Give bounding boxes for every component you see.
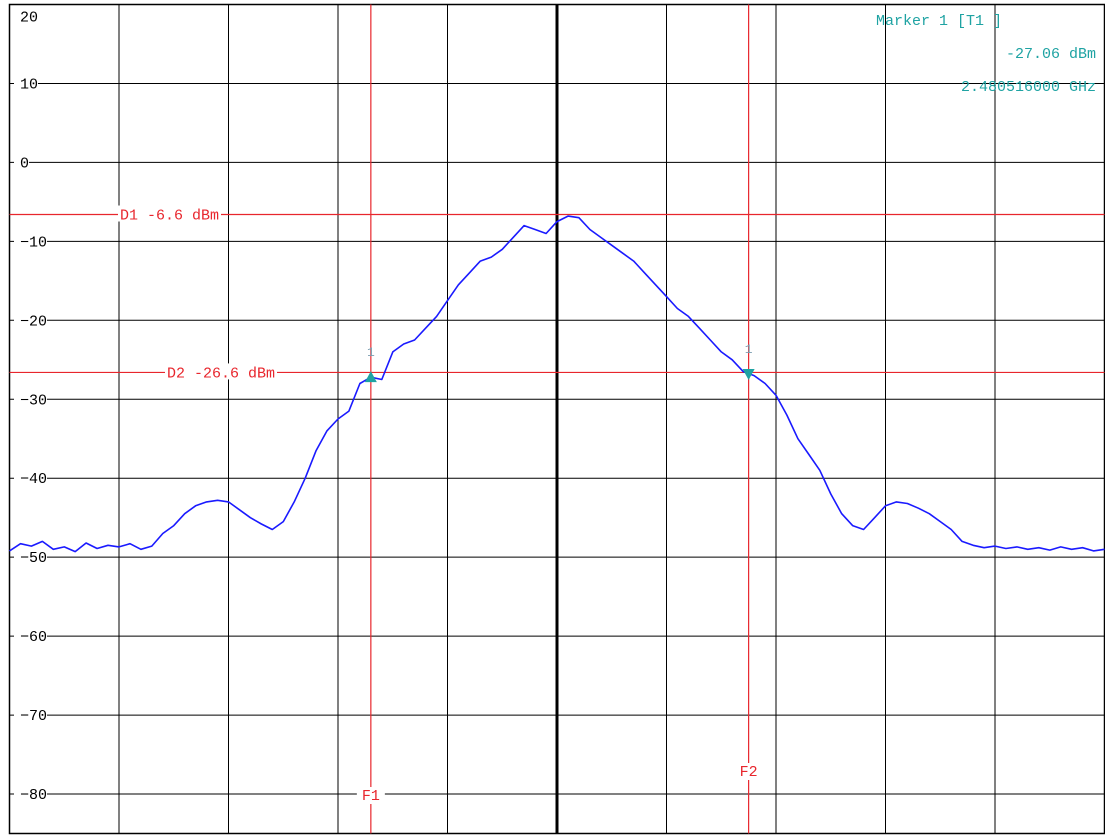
frequency-line-label-bg xyxy=(734,763,763,780)
frequency-line-label-bg xyxy=(356,787,385,804)
tick-label-bg xyxy=(14,470,47,487)
y-tick-label: −10 xyxy=(20,234,47,251)
y-tick-label: −20 xyxy=(20,313,47,330)
tick-label-bg xyxy=(14,707,47,724)
marker-info: Marker 1 [T1 ] -27.06 dBm 2.480516000 GH… xyxy=(876,13,1096,96)
y-tick-label: −80 xyxy=(20,787,47,804)
tick-label-bg xyxy=(14,233,47,250)
y-tick-label: −30 xyxy=(20,392,47,409)
marker-triangle xyxy=(742,368,755,380)
marker-info-frequency: 2.480516000 GHz xyxy=(961,79,1096,96)
frequency-line-label: F1 xyxy=(362,788,380,805)
display-line-label-bg xyxy=(118,205,221,222)
tick-label-bg xyxy=(14,549,47,566)
tick-label-bg xyxy=(14,786,47,803)
tick-label-bg xyxy=(14,628,47,645)
grid-lines xyxy=(9,4,1105,834)
marker-number: 1 xyxy=(745,342,753,357)
display-line-label-bg xyxy=(165,363,277,380)
y-tick-label: 0 xyxy=(20,155,29,172)
tick-label-bg xyxy=(14,391,47,408)
trace-series xyxy=(9,215,1105,553)
y-tick-label: 10 xyxy=(20,76,38,93)
y-tick-label: 20 xyxy=(20,10,38,27)
y-tick-label: −50 xyxy=(20,550,47,567)
frequency-line-label: F2 xyxy=(740,764,758,781)
y-tick-label: −60 xyxy=(20,629,47,646)
marker-info-level: -27.06 dBm xyxy=(1006,46,1096,63)
marker-number: 1 xyxy=(367,345,375,360)
tick-label-bg xyxy=(14,154,29,171)
marker-triangle xyxy=(364,371,377,383)
display-lines: D1 -6.6 dBm D2 -26.6 dBm xyxy=(9,205,1105,382)
display-line-label: D1 -6.6 dBm xyxy=(120,208,219,225)
display-line-label: D2 -26.6 dBm xyxy=(167,365,275,382)
y-tick-label: −40 xyxy=(20,471,47,488)
tick-label-bg xyxy=(14,75,38,92)
marker-info-title: Marker 1 [T1 ] xyxy=(876,13,1002,30)
frequency-lines: F1 F2 xyxy=(356,4,763,834)
tick-label-bg xyxy=(14,312,47,329)
y-tick-labels: 20 10 0 −10 −20 −30 −40 −50 −60 −70 −80 xyxy=(14,10,47,804)
y-tick-label: −70 xyxy=(20,708,47,725)
